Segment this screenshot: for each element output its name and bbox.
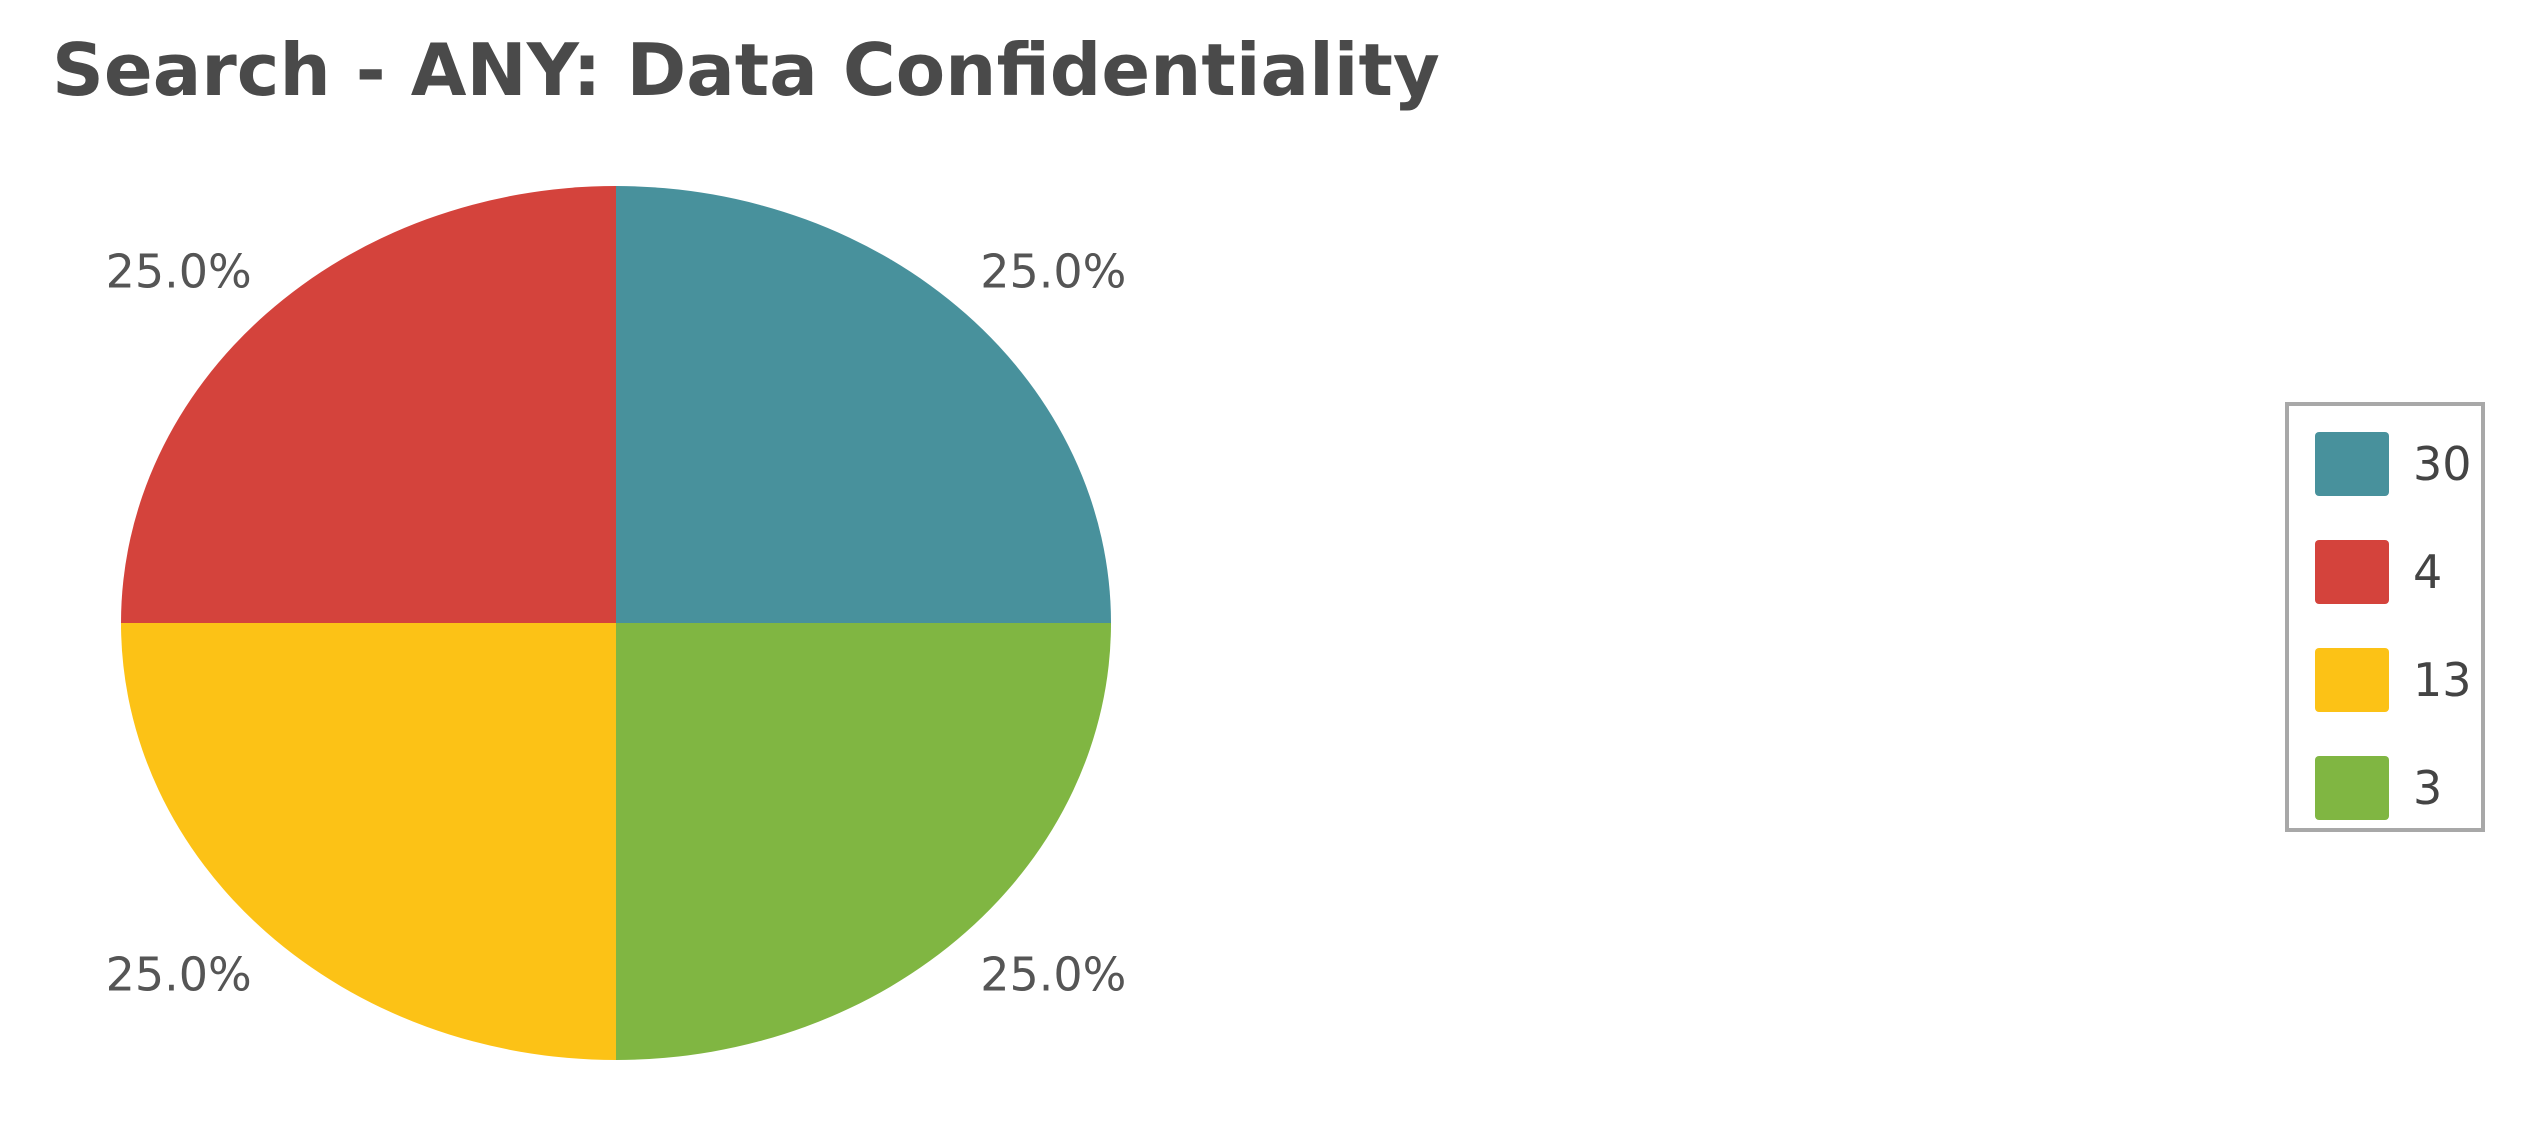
legend-label: 30 [2413, 437, 2472, 491]
legend-item: 13 [2315, 646, 2472, 714]
pie-slice-30 [616, 186, 1111, 623]
slice-percent-label: 25.0% [106, 947, 252, 1001]
legend-item: 30 [2315, 430, 2472, 498]
legend-swatch [2315, 756, 2389, 820]
chart-title: Search - ANY: Data Confidentiality [52, 28, 1440, 112]
pie-slice-4 [121, 186, 616, 623]
pie-slice-13 [121, 623, 616, 1060]
slice-percent-label: 25.0% [980, 947, 1126, 1001]
chart-legend: 30 4 13 3 [2285, 402, 2485, 832]
legend-swatch [2315, 540, 2389, 604]
legend-item: 4 [2315, 538, 2442, 606]
legend-swatch [2315, 432, 2389, 496]
legend-label: 3 [2413, 761, 2443, 815]
legend-label: 13 [2413, 653, 2472, 707]
legend-label: 4 [2413, 545, 2443, 599]
slice-percent-label: 25.0% [106, 245, 252, 299]
legend-swatch [2315, 648, 2389, 712]
legend-item: 3 [2315, 754, 2442, 822]
pie-slice-3 [616, 623, 1111, 1060]
slice-percent-label: 25.0% [980, 245, 1126, 299]
